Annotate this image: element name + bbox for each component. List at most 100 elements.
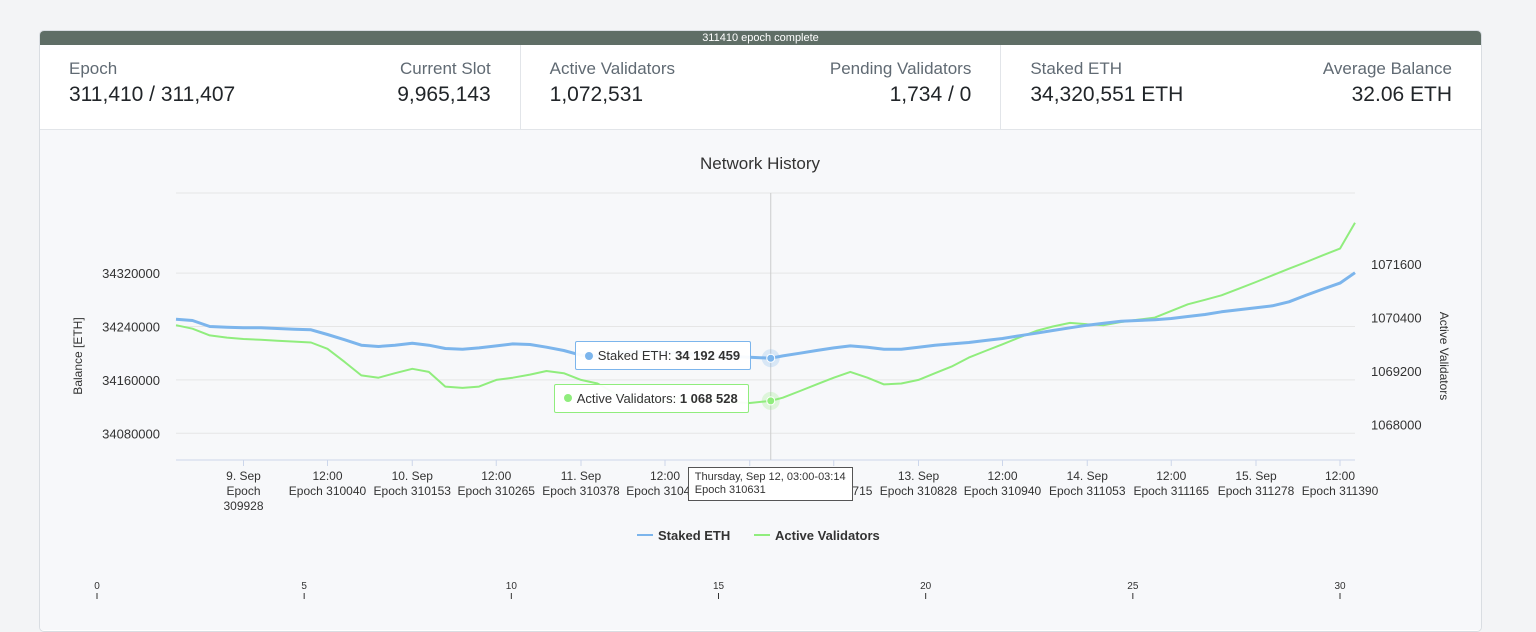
x-tick-line: Epoch 311053	[1049, 484, 1126, 498]
x-tick-label: 15. Sep Epoch 311278	[1218, 469, 1295, 498]
x-tick-line: Epoch 310153	[374, 484, 452, 498]
legend-label: Active Validators	[775, 528, 880, 543]
stat-value: 1,734 / 0	[889, 83, 972, 106]
x-tick-line: 11. Sep	[561, 469, 602, 483]
stat-label: Epoch	[69, 59, 118, 78]
y2-tick-label: 1070400	[1371, 311, 1422, 326]
navigator-tick-label: 0	[94, 581, 100, 592]
x-tick-label: 12:00 Epoch 311390	[1302, 469, 1379, 498]
x-tick-line: Epoch 310490	[626, 484, 704, 498]
tooltip-time-label: Thursday, Sep 12, 03:00-03:14	[694, 471, 846, 483]
epoch-progress-label: 311410 epoch complete	[702, 32, 819, 44]
stat-average-balance: Average Balance 32.06 ETH	[1323, 59, 1452, 129]
tooltip-value: 1 068 528	[679, 390, 738, 406]
stat-label: Average Balance	[1322, 59, 1453, 78]
x-tick-line: Epoch 311278	[1218, 484, 1295, 498]
stat-group-epoch: Epoch 311,410 / 311,407 Current Slot 9,9…	[40, 45, 520, 129]
chart-svg[interactable]: Network History 34080000 34160000 34240000…	[40, 130, 1481, 630]
stat-pending-validators: Pending Validators 1,734 / 0	[830, 59, 971, 129]
navigator-tick-label: 30	[1334, 581, 1346, 592]
x-tick-label: 9. Sep Epoch 309928	[223, 469, 263, 513]
network-history-chart[interactable]: Network History 34080000 34160000 34240000…	[40, 130, 1481, 630]
series-line-active-validators[interactable]	[175, 222, 1356, 404]
x-tick-label: 13. Sep Epoch 310828	[880, 469, 958, 498]
y2-tick-label: 1069200	[1371, 364, 1422, 379]
tooltip-label: Active Validators:	[576, 390, 680, 406]
x-tick-line: 12:00	[1325, 469, 1355, 483]
y-axis: 34080000 34160000 34240000 34320000	[102, 266, 160, 441]
legend-item-active-validators[interactable]: Active Validators	[754, 528, 880, 543]
x-tick-line: 15. Sep	[1235, 469, 1277, 483]
stat-value: 34,320,551 ETH	[1030, 83, 1184, 106]
stat-value: 32.06 ETH	[1351, 83, 1453, 106]
x-tick-line: Epoch 310378	[542, 484, 620, 498]
y-tick-label: 34080000	[102, 426, 160, 441]
navigator-tick-label: 10	[506, 581, 518, 592]
stat-value: 9,965,143	[397, 83, 491, 106]
y2-tick-label: 1071600	[1371, 257, 1422, 272]
x-tick-label: 12:00 Epoch 310940	[964, 469, 1042, 498]
x-tick-line: 12:00	[987, 469, 1017, 483]
x-tick-label: 12:00 Epoch 310265	[458, 469, 536, 498]
stat-value: 311,410 / 311,407	[69, 83, 236, 106]
x-tick-line: Epoch 310265	[458, 484, 536, 498]
x-tick-line: 12:00	[1156, 469, 1186, 483]
tooltip-dot	[584, 351, 593, 360]
x-tick-line: 14. Sep	[1067, 469, 1109, 483]
network-card: 311410 epoch complete Epoch 311,410 / 31…	[39, 30, 1482, 632]
stat-value: 1,072,531	[549, 83, 644, 106]
stat-epoch: Epoch 311,410 / 311,407	[69, 59, 235, 129]
stat-group-validators: Active Validators 1,072,531 Pending Vali…	[519, 45, 1001, 129]
navigator-tick-label: 25	[1127, 581, 1139, 592]
y-axis-label: Balance [ETH]	[71, 317, 85, 394]
navigator-axis[interactable]: 0 5 10 15 20 25 30	[94, 581, 1346, 599]
x-tick-line: 10. Sep	[392, 469, 434, 483]
x-tick-line: Epoch	[226, 484, 260, 498]
x-tick-label: 12:00 Epoch 310040	[289, 469, 367, 498]
x-tick-line: Epoch 310940	[964, 484, 1042, 498]
tooltip-active-validators: Active Validators: 1 068 528	[553, 383, 749, 413]
stat-group-balance: Staked ETH 34,320,551 ETH Average Balanc…	[1000, 45, 1481, 129]
x-tick-line: Epoch 310040	[289, 484, 367, 498]
x-tick-label: 14. Sep Epoch 311053	[1049, 469, 1126, 498]
y-tick-label: 34320000	[102, 266, 160, 281]
x-tick-line: Epoch 310828	[880, 484, 958, 498]
x-tick-line: Epoch 311165	[1133, 484, 1209, 498]
stat-current-slot: Current Slot 9,965,143	[397, 59, 490, 129]
navigator-tick-label: 20	[920, 581, 932, 592]
tooltip-value: 34 192 459	[675, 348, 741, 364]
y-tick-label: 34240000	[102, 320, 160, 335]
series-lines[interactable]	[175, 222, 1356, 404]
x-tick-line: 309928	[223, 499, 263, 513]
y2-axis: 1068000 1069200 1070400 1071600	[1371, 257, 1422, 432]
tooltip-label: Staked ETH:	[597, 348, 676, 364]
series-line-staked-eth[interactable]	[175, 271, 1356, 360]
chart-title: Network History	[700, 154, 820, 173]
navigator-tick-label: 15	[713, 581, 725, 592]
x-tick-line: Epoch 311390	[1302, 484, 1379, 498]
tooltip-staked-eth: Staked ETH: 34 192 459	[574, 341, 752, 371]
x-tick-label: 10. Sep Epoch 310153	[374, 469, 452, 498]
hover-marker-validators	[766, 396, 776, 406]
x-tick-label: 12:00 Epoch 310490	[626, 469, 704, 498]
legend[interactable]: Staked ETH Active Validators	[637, 528, 880, 543]
hover-marker-staked	[766, 353, 776, 363]
stats-row: Epoch 311,410 / 311,407 Current Slot 9,9…	[40, 45, 1481, 130]
x-tick-line: 13. Sep	[898, 469, 940, 483]
x-tick-line: 12:00	[481, 469, 511, 483]
stat-label: Active Validators	[549, 59, 676, 78]
crosshair	[761, 193, 780, 460]
y-tick-label: 34160000	[102, 373, 160, 388]
y2-axis-label: Active Validators	[1437, 312, 1451, 400]
y2-tick-label: 1068000	[1371, 417, 1422, 432]
stat-label: Staked ETH	[1030, 59, 1122, 78]
x-tick-label: 12:00 Epoch 311165	[1133, 469, 1209, 498]
grid-lines	[176, 192, 1355, 461]
tooltip-dot	[563, 394, 572, 403]
x-tick-line: 9. Sep	[226, 469, 261, 483]
stat-label: Current Slot	[399, 59, 491, 78]
epoch-progress-bar: 311410 epoch complete	[40, 31, 1481, 45]
x-tick-line: 12:00	[312, 469, 342, 483]
tooltip-time: Thursday, Sep 12, 03:00-03:14 Epoch 3106…	[687, 467, 853, 501]
legend-item-staked-eth[interactable]: Staked ETH	[637, 528, 730, 543]
